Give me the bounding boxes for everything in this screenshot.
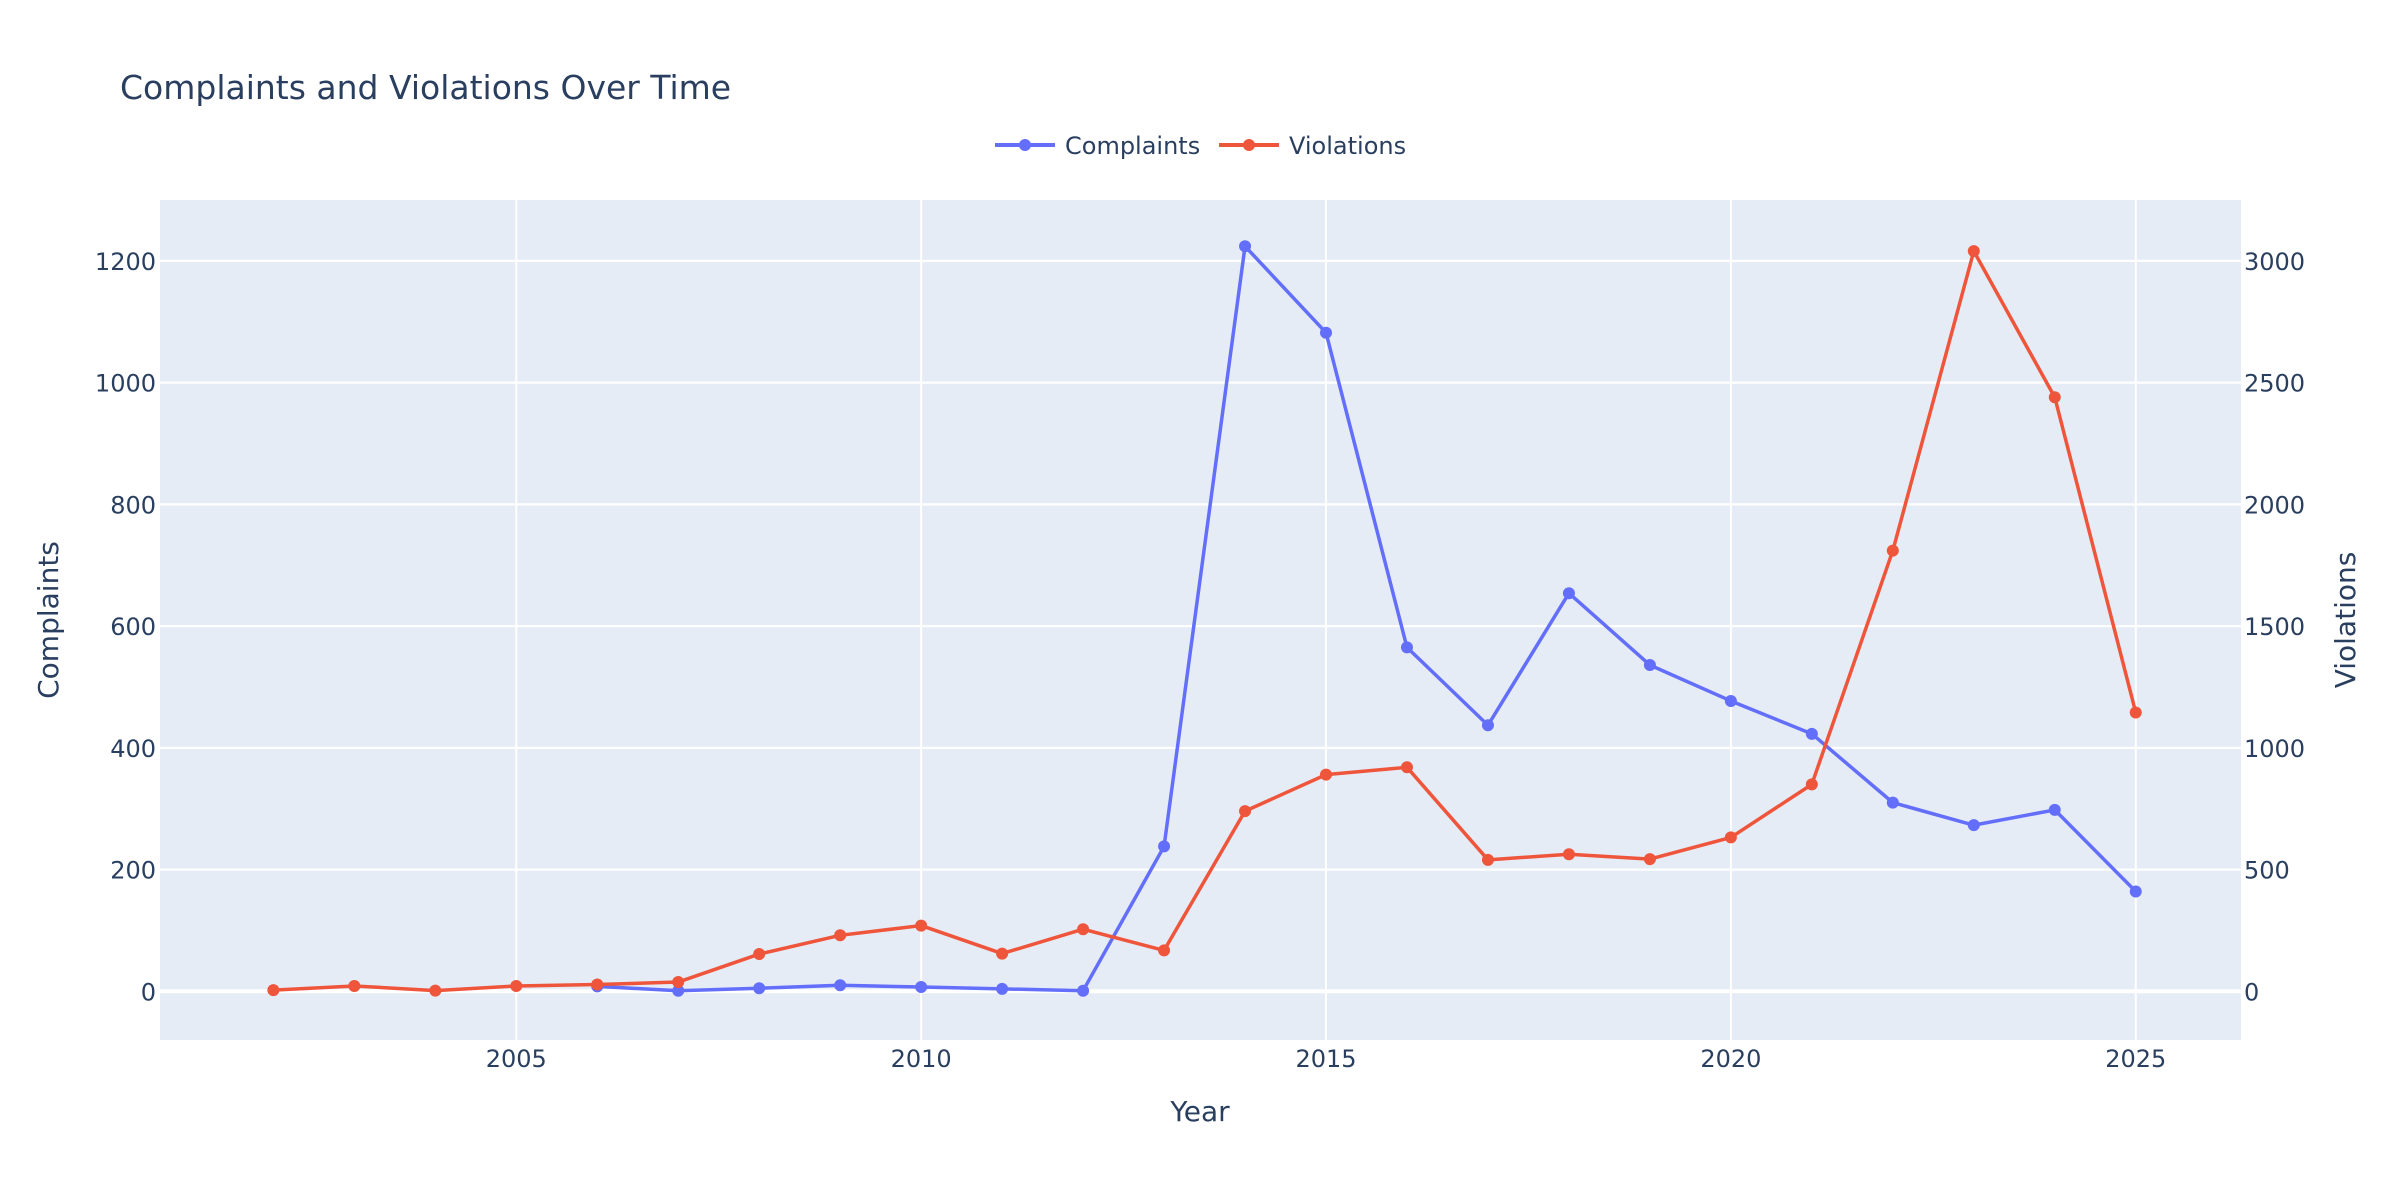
data-point-violations[interactable] — [1401, 761, 1413, 773]
plot-background — [160, 200, 2241, 1040]
data-point-violations[interactable] — [1077, 923, 1089, 935]
data-point-violations[interactable] — [996, 948, 1008, 960]
data-point-violations[interactable] — [1158, 944, 1170, 956]
data-point-complaints[interactable] — [1077, 985, 1089, 997]
legend-marker-complaints — [1019, 139, 1031, 151]
data-point-violations[interactable] — [1320, 769, 1332, 781]
y2-axis-title: Violations — [2329, 552, 2362, 689]
x-tick-label: 2025 — [2105, 1045, 2166, 1073]
data-point-violations[interactable] — [1806, 778, 1818, 790]
data-point-complaints[interactable] — [1968, 819, 1980, 831]
y-tick-label: 0 — [141, 978, 156, 1006]
y2-tick-label: 2500 — [2244, 370, 2305, 398]
x-tick-label: 2020 — [1700, 1045, 1761, 1073]
x-tick-label: 2010 — [891, 1045, 952, 1073]
y-tick-label: 600 — [110, 613, 156, 641]
data-point-complaints[interactable] — [1725, 695, 1737, 707]
y2-tick-label: 2000 — [2244, 491, 2305, 519]
data-point-complaints[interactable] — [1563, 587, 1575, 599]
data-point-violations[interactable] — [2130, 707, 2142, 719]
y2-tick-label: 0 — [2244, 978, 2259, 1006]
x-tick-label: 2005 — [486, 1045, 547, 1073]
y-tick-label: 1000 — [95, 370, 156, 398]
y-tick-label: 800 — [110, 491, 156, 519]
data-point-complaints[interactable] — [834, 979, 846, 991]
data-point-violations[interactable] — [672, 976, 684, 988]
y-axis-title: Complaints — [32, 541, 65, 699]
data-point-violations[interactable] — [429, 985, 441, 997]
y-tick-label: 400 — [110, 735, 156, 763]
data-point-complaints[interactable] — [915, 981, 927, 993]
data-point-violations[interactable] — [834, 929, 846, 941]
y2-axis-ticks: 0 500 1000 1500 2000 2500 3000 — [2244, 248, 2305, 1006]
y2-tick-label: 3000 — [2244, 248, 2305, 276]
legend-marker-violations — [1243, 139, 1255, 151]
data-point-complaints[interactable] — [1158, 840, 1170, 852]
data-point-violations[interactable] — [267, 984, 279, 996]
data-point-complaints[interactable] — [1320, 327, 1332, 339]
data-point-violations[interactable] — [591, 978, 603, 990]
data-point-violations[interactable] — [1725, 831, 1737, 843]
y-tick-label: 1200 — [95, 248, 156, 276]
data-point-complaints[interactable] — [1644, 659, 1656, 671]
x-axis-ticks: 2005 2010 2015 2020 2025 — [486, 1045, 2167, 1073]
data-point-complaints[interactable] — [2130, 885, 2142, 897]
legend-item-violations[interactable]: Violations — [1219, 132, 1406, 160]
data-point-violations[interactable] — [753, 948, 765, 960]
data-point-violations[interactable] — [2049, 391, 2061, 403]
chart-title: Complaints and Violations Over Time — [120, 68, 731, 107]
data-point-violations[interactable] — [1482, 854, 1494, 866]
legend-item-complaints[interactable]: Complaints — [995, 132, 1200, 160]
x-axis-title: Year — [1169, 1095, 1230, 1128]
data-point-complaints[interactable] — [1806, 728, 1818, 740]
y2-tick-label: 500 — [2244, 857, 2290, 885]
data-point-violations[interactable] — [1563, 848, 1575, 860]
y-axis-ticks: 0 200 400 600 800 1000 1200 — [95, 248, 156, 1006]
data-point-complaints[interactable] — [996, 983, 1008, 995]
data-point-violations[interactable] — [915, 920, 927, 932]
data-point-complaints[interactable] — [1401, 641, 1413, 653]
data-point-violations[interactable] — [1887, 545, 1899, 557]
data-point-violations[interactable] — [1239, 805, 1251, 817]
legend-label-violations: Violations — [1289, 132, 1406, 160]
data-point-violations[interactable] — [510, 980, 522, 992]
data-point-complaints[interactable] — [753, 982, 765, 994]
data-point-violations[interactable] — [1644, 853, 1656, 865]
data-point-complaints[interactable] — [1239, 240, 1251, 252]
data-point-complaints[interactable] — [2049, 804, 2061, 816]
data-point-complaints[interactable] — [1887, 797, 1899, 809]
y2-tick-label: 1500 — [2244, 613, 2305, 641]
legend: Complaints Violations — [995, 132, 1406, 160]
data-point-violations[interactable] — [1968, 245, 1980, 257]
data-point-complaints[interactable] — [1482, 719, 1494, 731]
y2-tick-label: 1000 — [2244, 735, 2305, 763]
data-point-violations[interactable] — [348, 980, 360, 992]
x-tick-label: 2015 — [1295, 1045, 1356, 1073]
y-tick-label: 200 — [110, 857, 156, 885]
legend-label-complaints: Complaints — [1065, 132, 1200, 160]
